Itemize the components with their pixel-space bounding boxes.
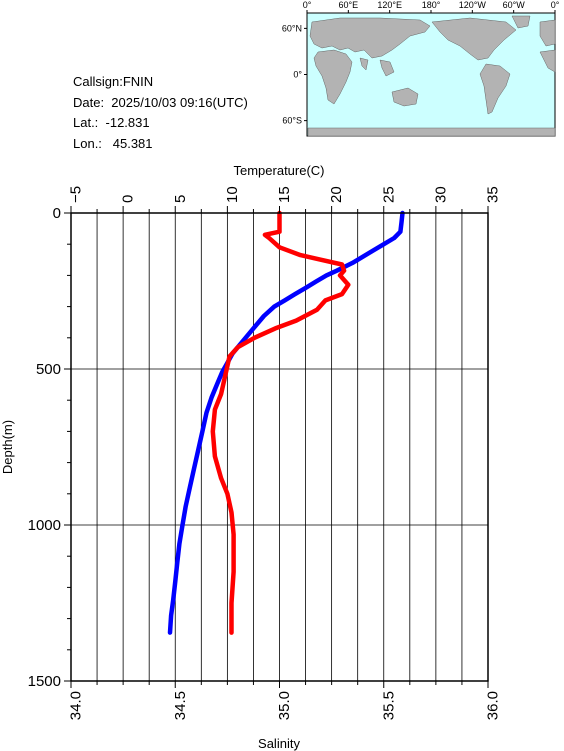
series-layer (167, 210, 405, 635)
chart-grid (71, 213, 488, 681)
temperature-tick-label: −5 (68, 186, 85, 203)
depth-tick-label: 500 (36, 361, 61, 378)
depth-tick-label: 1000 (28, 517, 61, 534)
salinity-tick-label: 34.0 (68, 691, 85, 720)
salinity-tick-label: 34.5 (172, 691, 189, 720)
map-land (307, 15, 556, 137)
temperature-tick-label: 20 (328, 186, 345, 203)
salinity-tick-label: 36.0 (485, 691, 502, 720)
map-lon-label: 60°W (503, 0, 526, 10)
salinity-tick-label: 35.0 (276, 691, 293, 720)
salinity-axis-title: Salinity (258, 736, 300, 751)
depth-tick-label: 0 (53, 205, 61, 222)
map-tick-labels: 0° 60°E 120°E 180° 120°W 60°W 0° 60°N 0° 60°S (282, 0, 560, 126)
station-info: Callsign:FNIN Date: 2025/10/03 09:16(UTC… (73, 72, 248, 154)
depth-tick-label: 1500 (28, 673, 61, 690)
map-lon-label: 0° (551, 0, 560, 10)
map-station-marker: ★ (302, 0, 313, 3)
map-lat-label: 0° (293, 70, 302, 80)
depth-axis-title: Depth(m) (0, 420, 15, 474)
map-lat-label: 60°S (282, 116, 302, 126)
map-lon-label: 0° (303, 0, 312, 10)
profile-chart: −5 0 5 10 15 20 25 30 35 34.0 34.5 35.0 35.5 36.0 0 5… (0, 163, 502, 751)
temperature-axis-ticks: −5 0 5 10 15 20 25 30 35 (68, 186, 502, 213)
temperature-axis-title: Temperature(C) (233, 163, 324, 178)
station-star-icon: ★ (302, 0, 313, 3)
map-lon-label: 60°E (339, 0, 359, 10)
temperature-tick-label: 30 (432, 186, 449, 203)
temperature-tick-label: 25 (380, 186, 397, 203)
temperature-tick-label: 0 (120, 195, 137, 203)
map-lon-label: 120°W (459, 0, 487, 10)
depth-axis-ticks: 0 500 1000 1500 (28, 205, 71, 690)
salinity-profile-line (210, 210, 351, 635)
callsign-text: Callsign:FNIN (73, 74, 154, 89)
temperature-tick-label: 5 (172, 195, 189, 203)
temperature-tick-label: 10 (224, 186, 241, 203)
salinity-tick-label: 35.5 (380, 691, 397, 720)
latitude-text: Lat.: -12.831 (73, 115, 150, 130)
temperature-tick-label: 35 (485, 186, 502, 203)
temperature-tick-label: 15 (276, 186, 293, 203)
map-lat-label: 60°N (282, 23, 302, 33)
temperature-profile-line (167, 210, 405, 635)
date-text: Date: 2025/10/03 09:16(UTC) (73, 94, 248, 110)
longitude-text: Lon.: 45.381 (73, 135, 153, 151)
world-map: ★ 0° 60°E 120°E 180° 120°W 60°W 0° 60°N 0° 60°S (282, 0, 560, 137)
salinity-axis-ticks: 34.0 34.5 35.0 35.5 36.0 (68, 681, 502, 720)
map-lon-label: 120°E (377, 0, 402, 10)
map-lon-label: 180° (422, 0, 441, 10)
